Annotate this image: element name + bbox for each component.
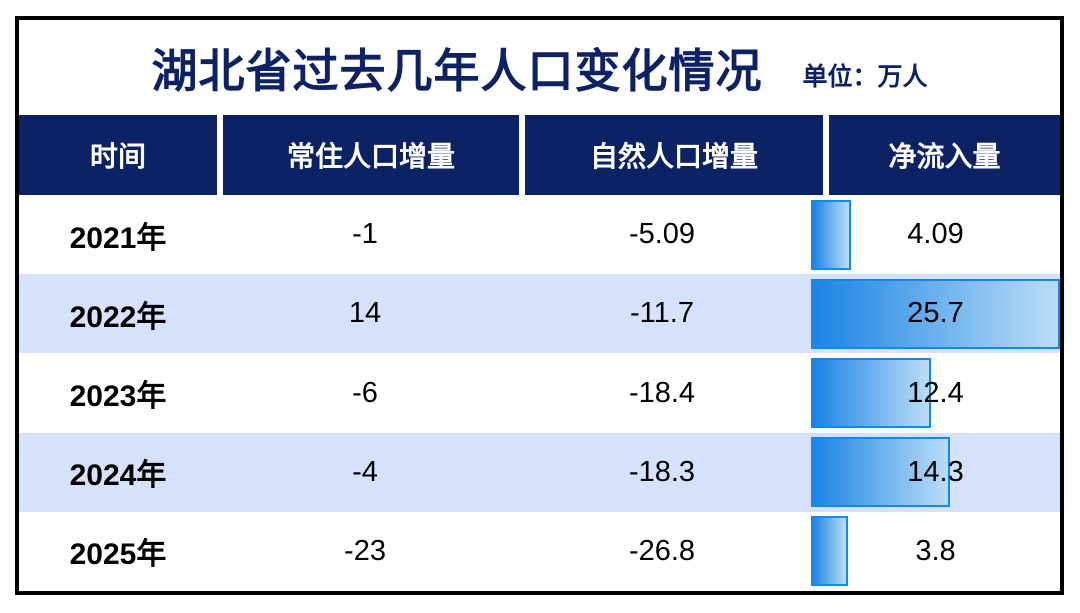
table-row: 2024年 -4 -18.3 14.3: [19, 432, 1060, 512]
resident-increment-cell: -4: [352, 455, 378, 488]
natural-increment-cell: -18.3: [628, 455, 696, 488]
net-inflow-bar: [811, 437, 950, 508]
table-row: 2021年 -1 -5.09 4.09: [19, 195, 1060, 275]
header-natural-increment: 自然人口增量: [525, 115, 823, 195]
header-time: 时间: [19, 115, 217, 195]
net-inflow-value: 3.8: [915, 534, 956, 567]
unit-label: 单位：万人: [802, 62, 928, 91]
natural-increment-cell: -11.7: [630, 297, 694, 330]
resident-increment-cell: -1: [352, 218, 378, 251]
table-row: 2025年 -23 -26.8 3.8: [19, 511, 1060, 591]
net-inflow-bar: [811, 516, 848, 587]
table-row: 2023年 -6 -18.4 12.4: [19, 353, 1060, 433]
natural-increment-cell: -26.8: [628, 534, 696, 567]
year-cell: 2023年: [69, 380, 167, 413]
natural-increment-cell: -5.09: [628, 218, 696, 251]
net-inflow-value: 4.09: [907, 218, 964, 251]
table-row: 2022年 14 -11.7 25.7: [19, 274, 1060, 354]
table-frame: 湖北省过去几年人口变化情况 单位：万人 时间 常住人口增量 自然人口增量 净流入…: [15, 16, 1064, 595]
net-inflow-cell: 14.3: [811, 433, 1060, 512]
year-cell: 2025年: [69, 538, 167, 572]
resident-increment-cell: -6: [352, 376, 378, 409]
net-inflow-value: 14.3: [907, 455, 964, 488]
resident-increment-cell: 14: [348, 297, 382, 330]
net-inflow-bar: [811, 199, 851, 270]
year-cell: 2024年: [69, 459, 167, 493]
year-cell: 2022年: [69, 300, 167, 334]
net-inflow-value: 12.4: [907, 376, 964, 409]
header-resident-increment: 常住人口增量: [223, 115, 519, 195]
header-net-inflow: 净流入量: [829, 115, 1060, 195]
year-cell: 2021年: [69, 221, 167, 255]
net-inflow-cell: 25.7: [811, 274, 1060, 353]
title-area: 湖北省过去几年人口变化情况 单位：万人: [19, 20, 1060, 115]
net-inflow-value: 25.7: [907, 297, 964, 330]
table-header-row: 时间 常住人口增量 自然人口增量 净流入量: [19, 115, 1060, 195]
net-inflow-cell: 3.8: [811, 512, 1060, 591]
net-inflow-cell: 12.4: [811, 353, 1060, 432]
net-inflow-bar: [811, 358, 932, 428]
page-title: 湖北省过去几年人口变化情况: [151, 44, 763, 97]
natural-increment-cell: -18.4: [628, 376, 696, 409]
net-inflow-bar: [811, 278, 1060, 349]
resident-increment-cell: -23: [344, 534, 386, 567]
net-inflow-cell: 4.09: [811, 195, 1060, 274]
